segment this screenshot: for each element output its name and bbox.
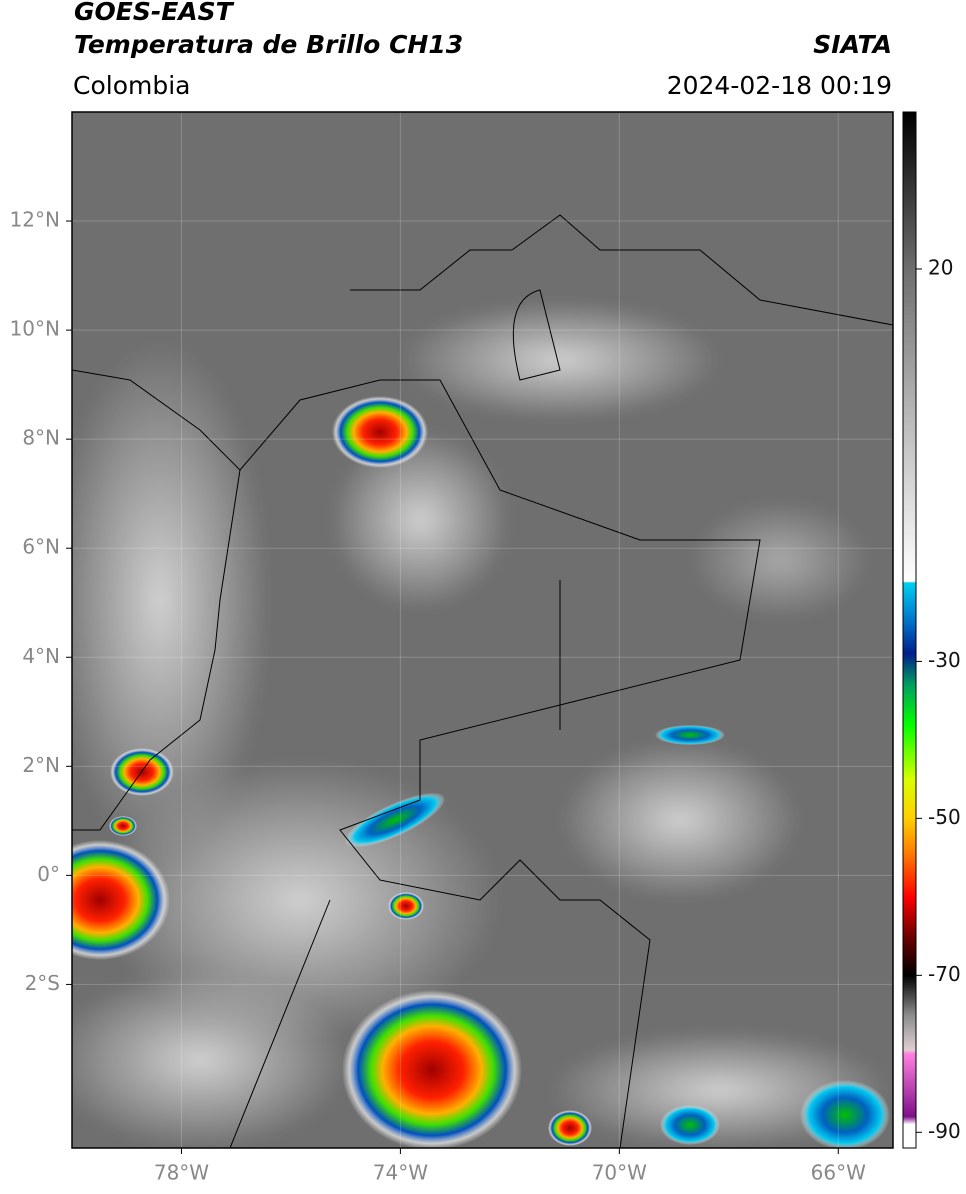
y-tick-label: 8°N — [22, 426, 60, 450]
y-tick-label: 10°N — [10, 317, 60, 341]
x-tick-label: 78°W — [154, 1161, 209, 1185]
satellite-image — [72, 112, 893, 1148]
x-tick-label: 70°W — [592, 1161, 647, 1185]
y-tick-label: 2°S — [25, 971, 60, 995]
datetime: 2024-02-18 00:19 — [667, 71, 892, 100]
title: GOES-EAST — [74, 0, 235, 26]
y-tick-label: 6°N — [22, 535, 60, 559]
colorbar-tick-label: 20 — [928, 255, 953, 279]
source: SIATA — [813, 30, 892, 59]
colorbar — [902, 111, 917, 1149]
y-tick-label: 12°N — [10, 208, 60, 232]
colorbar-tick-label: -90 — [928, 1119, 961, 1143]
map-frame — [71, 111, 894, 1149]
x-tick-label: 66°W — [811, 1161, 866, 1185]
y-tick-label: 4°N — [22, 644, 60, 668]
x-tick-label: 74°W — [373, 1161, 428, 1185]
grid — [72, 112, 893, 1148]
colorbar-tick-label: -70 — [928, 962, 961, 986]
colorbar-tick-label: -30 — [928, 648, 961, 672]
colorbar-tick-label: -50 — [928, 805, 961, 829]
region: Colombia — [73, 71, 190, 100]
y-tick-label: 0° — [37, 862, 60, 886]
y-tick-label: 2°N — [22, 753, 60, 777]
subtitle: Temperatura de Brillo CH13 — [74, 30, 463, 59]
